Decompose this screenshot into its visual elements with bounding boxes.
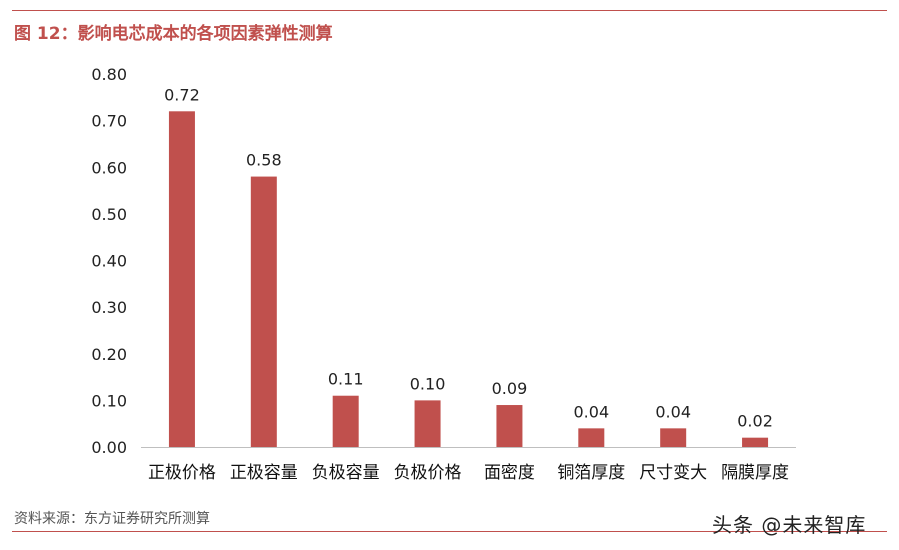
bar <box>660 428 687 447</box>
x-category-label: 面密度 <box>484 463 535 483</box>
y-tick-label: 0.10 <box>91 391 127 410</box>
x-category-label: 铜箔厚度 <box>557 463 625 483</box>
y-tick-label: 0.40 <box>91 252 127 271</box>
bar <box>332 395 359 447</box>
data-label: 0.04 <box>655 402 691 421</box>
x-category-label: 正极容量 <box>230 463 298 483</box>
data-label: 0.04 <box>574 402 610 421</box>
data-label: 0.11 <box>328 370 364 389</box>
data-label: 0.58 <box>246 151 282 170</box>
y-tick-label: 0.50 <box>91 205 127 224</box>
x-category-label: 负极价格 <box>394 463 462 483</box>
y-tick-label: 0.30 <box>91 298 127 317</box>
y-tick-label: 0.70 <box>91 112 127 131</box>
bottom-rule <box>12 531 887 532</box>
y-tick-label: 0.60 <box>91 158 127 177</box>
figure-title: 图 12：影响电芯成本的各项因素弹性测算 <box>14 24 333 44</box>
x-category-label: 隔膜厚度 <box>721 463 789 483</box>
x-category-label: 尺寸变大 <box>639 463 707 483</box>
bar <box>742 437 769 447</box>
x-category-label: 负极容量 <box>312 463 380 483</box>
data-label: 0.02 <box>737 412 773 431</box>
bar <box>414 400 441 447</box>
x-category-label: 正极价格 <box>148 463 216 483</box>
data-label: 0.10 <box>410 374 446 393</box>
source-note: 资料来源：东方证券研究所测算 <box>14 511 210 527</box>
bar <box>578 428 605 447</box>
top-rule <box>12 10 887 11</box>
y-tick-label: 0.20 <box>91 345 127 364</box>
watermark: 头条 @未来智库 <box>712 513 867 537</box>
bar <box>250 176 277 447</box>
y-tick-label: 0.80 <box>91 65 127 84</box>
data-label: 0.09 <box>492 379 528 398</box>
bar <box>168 111 195 448</box>
data-label: 0.72 <box>164 85 200 104</box>
y-tick-label: 0.00 <box>91 438 127 457</box>
bar <box>496 405 523 447</box>
